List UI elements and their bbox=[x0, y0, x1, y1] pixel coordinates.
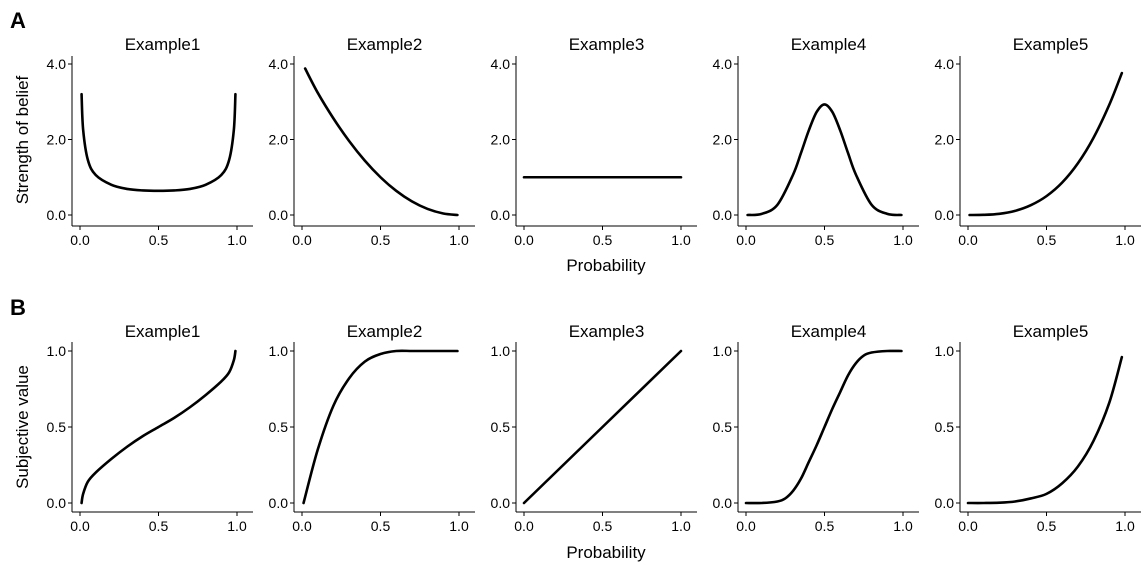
panel-title: Example1 bbox=[125, 322, 201, 341]
y-tick-label: 2.0 bbox=[713, 132, 733, 148]
x-axis-title-b: Probability bbox=[566, 543, 646, 562]
y-tick-label: 2.0 bbox=[491, 132, 511, 148]
y-tick-label: 0.0 bbox=[935, 495, 955, 511]
panel-letter-a: A bbox=[10, 8, 26, 33]
x-tick-label: 0.5 bbox=[149, 518, 169, 534]
series-line bbox=[303, 67, 459, 217]
x-tick-label: 1.0 bbox=[671, 518, 691, 534]
y-tick-label: 1.0 bbox=[491, 343, 511, 359]
x-tick-label: 0.0 bbox=[292, 518, 312, 534]
y-axis-title-a: Strength of belief bbox=[13, 75, 32, 204]
y-tick-label: 0.0 bbox=[269, 495, 289, 511]
x-tick-label: 1.0 bbox=[449, 518, 469, 534]
y-tick-label: 0.0 bbox=[47, 207, 67, 223]
series-line bbox=[302, 349, 459, 505]
y-axis-title-b: Subjective value bbox=[13, 365, 32, 489]
chart-panels: Example1 0.0 2.0 4.0 0.0 0.5 1.0 Example2 0.0 2.0… bbox=[47, 35, 1141, 534]
y-tick-label: 1.0 bbox=[47, 343, 67, 359]
y-tick-label: 2.0 bbox=[47, 132, 67, 148]
x-axis-title-a: Probability bbox=[566, 256, 646, 275]
series-line bbox=[966, 355, 1124, 505]
x-tick-label: 1.0 bbox=[227, 518, 247, 534]
x-tick-label: 0.0 bbox=[514, 518, 534, 534]
x-tick-label: 0.0 bbox=[292, 232, 312, 248]
x-tick-label: 0.5 bbox=[1037, 518, 1057, 534]
panel-title: Example2 bbox=[347, 35, 423, 54]
y-tick-label: 0.5 bbox=[269, 419, 289, 435]
y-tick-label: 0.0 bbox=[491, 207, 511, 223]
y-tick-label: 0.5 bbox=[491, 419, 511, 435]
x-tick-label: 0.5 bbox=[815, 518, 835, 534]
panel-b-1: Example1 0.0 0.5 1.0 0.0 0.5 1.0 bbox=[47, 322, 253, 534]
x-tick-label: 0.0 bbox=[70, 232, 90, 248]
panel-b-2: Example2 0.0 0.5 1.0 0.0 0.5 1.0 bbox=[269, 322, 475, 534]
series-line bbox=[744, 349, 903, 505]
y-tick-label: 2.0 bbox=[935, 132, 955, 148]
y-tick-label: 4.0 bbox=[491, 56, 511, 72]
x-tick-label: 1.0 bbox=[1115, 518, 1135, 534]
panel-title: Example3 bbox=[569, 35, 645, 54]
x-tick-label: 0.5 bbox=[371, 518, 391, 534]
panel-b-4: Example4 0.0 0.5 1.0 0.0 0.5 1.0 bbox=[713, 322, 919, 534]
panel-letter-b: B bbox=[10, 295, 26, 320]
panel-b-3: Example3 0.0 0.5 1.0 0.0 0.5 1.0 bbox=[491, 322, 697, 534]
y-tick-label: 0.5 bbox=[713, 419, 733, 435]
x-tick-label: 0.5 bbox=[1037, 232, 1057, 248]
y-tick-label: 4.0 bbox=[935, 56, 955, 72]
y-tick-label: 0.0 bbox=[47, 495, 67, 511]
panel-a-5: Example5 0.0 2.0 4.0 0.0 0.5 1.0 bbox=[935, 35, 1141, 248]
x-tick-label: 0.5 bbox=[371, 232, 391, 248]
x-tick-label: 0.5 bbox=[815, 232, 835, 248]
x-tick-label: 1.0 bbox=[893, 232, 913, 248]
x-tick-label: 0.5 bbox=[149, 232, 169, 248]
series-line bbox=[746, 103, 903, 217]
y-tick-label: 4.0 bbox=[47, 56, 67, 72]
panel-title: Example1 bbox=[125, 35, 201, 54]
panel-title: Example4 bbox=[791, 35, 867, 54]
panel-title: Example3 bbox=[569, 322, 645, 341]
y-tick-label: 0.0 bbox=[713, 207, 733, 223]
y-tick-label: 4.0 bbox=[269, 56, 289, 72]
x-tick-label: 1.0 bbox=[1115, 232, 1135, 248]
panel-title: Example5 bbox=[1013, 322, 1089, 341]
series-line bbox=[80, 349, 237, 505]
panel-a-2: Example2 0.0 2.0 4.0 0.0 0.5 1.0 bbox=[269, 35, 475, 248]
x-tick-label: 1.0 bbox=[671, 232, 691, 248]
y-tick-label: 0.5 bbox=[47, 419, 67, 435]
series-line bbox=[968, 71, 1124, 217]
y-tick-label: 0.5 bbox=[935, 419, 955, 435]
y-tick-label: 0.0 bbox=[491, 495, 511, 511]
y-tick-label: 1.0 bbox=[935, 343, 955, 359]
series-line bbox=[522, 349, 683, 505]
y-tick-label: 2.0 bbox=[269, 132, 289, 148]
panel-title: Example2 bbox=[347, 322, 423, 341]
x-tick-label: 0.5 bbox=[593, 518, 613, 534]
panel-a-4: Example4 0.0 2.0 4.0 0.0 0.5 1.0 bbox=[713, 35, 919, 248]
panel-a-3: Example3 0.0 2.0 4.0 0.0 0.5 1.0 bbox=[491, 35, 697, 248]
x-tick-label: 0.0 bbox=[736, 518, 756, 534]
panel-title: Example5 bbox=[1013, 35, 1089, 54]
panel-b-5: Example5 0.0 0.5 1.0 0.0 0.5 1.0 bbox=[935, 322, 1141, 534]
y-tick-label: 0.0 bbox=[935, 207, 955, 223]
y-tick-label: 1.0 bbox=[269, 343, 289, 359]
x-tick-label: 0.0 bbox=[958, 518, 978, 534]
panel-title: Example4 bbox=[791, 322, 867, 341]
x-tick-label: 0.0 bbox=[736, 232, 756, 248]
y-tick-label: 0.0 bbox=[713, 495, 733, 511]
x-tick-label: 1.0 bbox=[227, 232, 247, 248]
x-tick-label: 0.0 bbox=[514, 232, 534, 248]
y-tick-label: 1.0 bbox=[713, 343, 733, 359]
panel-a-1: Example1 0.0 2.0 4.0 0.0 0.5 1.0 bbox=[47, 35, 253, 248]
x-tick-label: 1.0 bbox=[893, 518, 913, 534]
series-line bbox=[80, 92, 237, 193]
x-tick-label: 0.0 bbox=[958, 232, 978, 248]
y-tick-label: 4.0 bbox=[713, 56, 733, 72]
x-tick-label: 1.0 bbox=[449, 232, 469, 248]
x-tick-label: 0.0 bbox=[70, 518, 90, 534]
y-tick-label: 0.0 bbox=[269, 207, 289, 223]
x-tick-label: 0.5 bbox=[593, 232, 613, 248]
